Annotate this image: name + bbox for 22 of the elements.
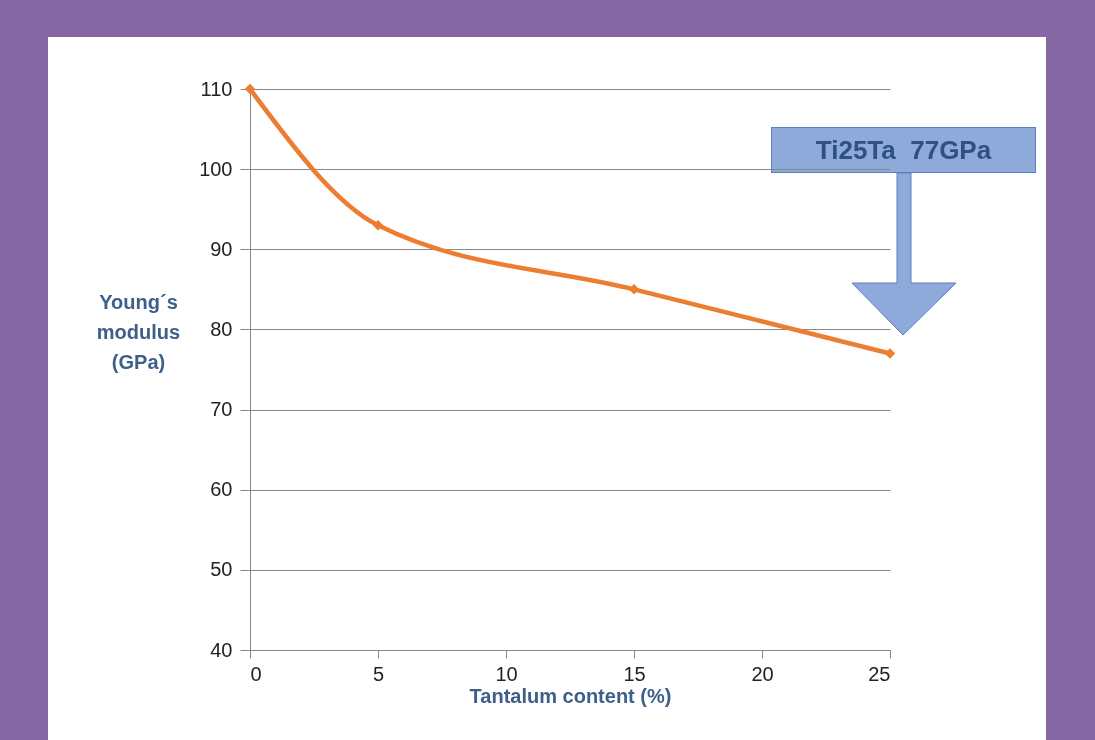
point	[628, 284, 640, 295]
x-tick-label: 20	[751, 662, 774, 685]
point	[884, 348, 896, 359]
point	[244, 83, 256, 95]
x-tick-label: 5	[372, 662, 385, 685]
x-tick-label: 0	[250, 662, 262, 685]
y-tick-label: 110	[200, 77, 233, 100]
y-tick-label: 40	[210, 638, 233, 661]
callout-box: Ti25Ta 77GPa	[771, 127, 1036, 173]
y-tick-label: 50	[210, 558, 233, 581]
y-tick-label: 100	[199, 157, 233, 180]
annotation: Ti25Ta 77GPa	[815, 134, 992, 166]
y-tick-label: 80	[210, 317, 233, 340]
y-tick-label: 90	[210, 237, 233, 260]
x-axis-title: Tantalum content (%)	[469, 684, 672, 707]
x-tick-label: 15	[623, 662, 646, 685]
x-tick-label: 10	[495, 662, 518, 685]
point	[372, 220, 384, 231]
y-tick-label: 70	[210, 398, 233, 421]
y-axis-title: Young´s modulus (GPa)	[96, 290, 181, 373]
x-tick-label: 25	[868, 662, 891, 685]
y-tick-label: 60	[210, 478, 233, 501]
